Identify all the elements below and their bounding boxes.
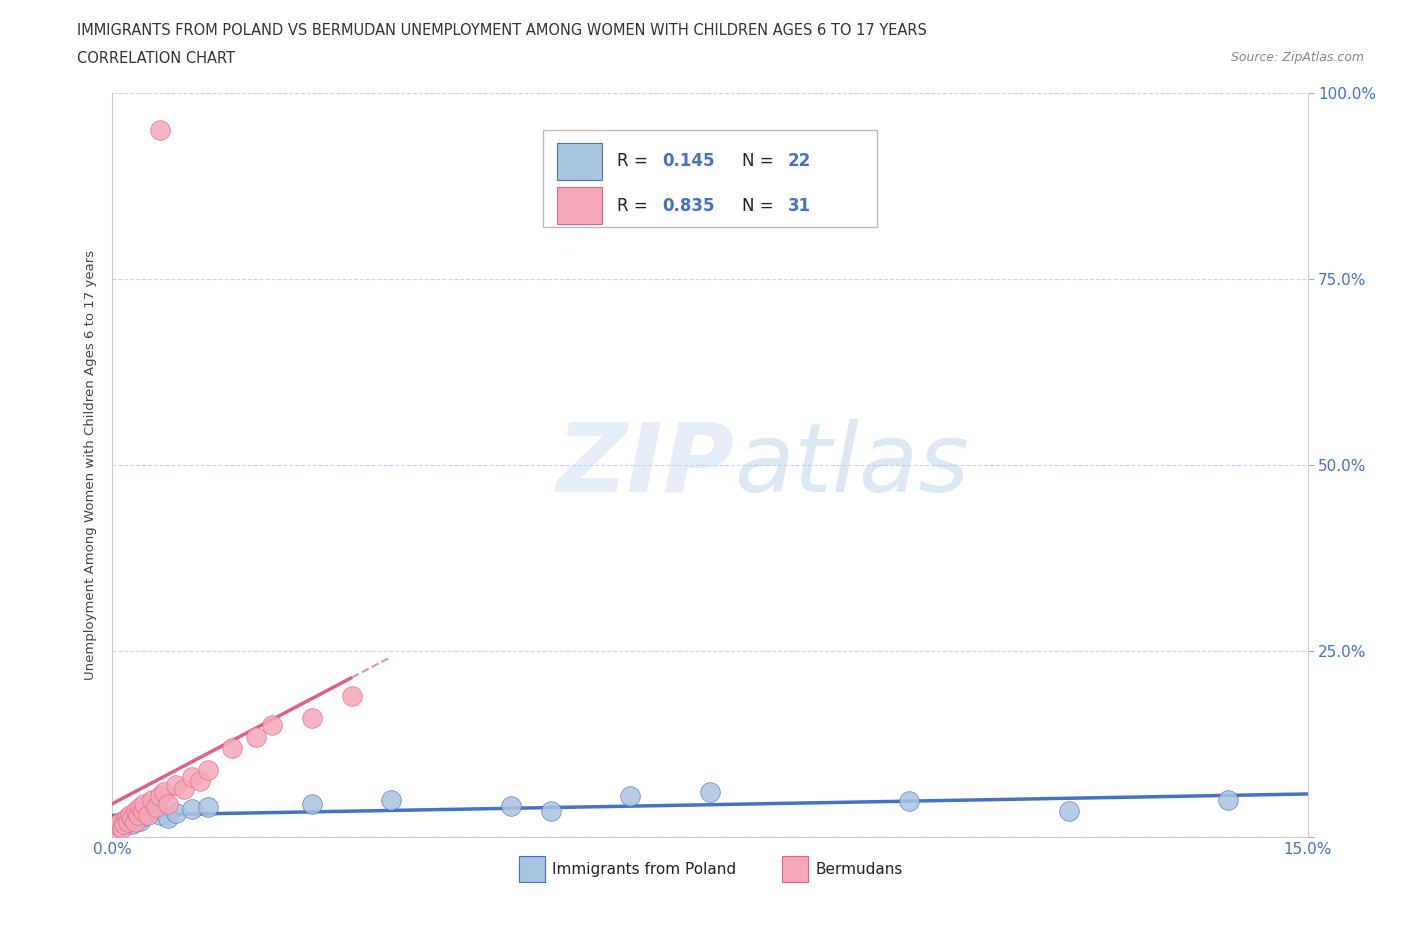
Point — [181, 770, 204, 785]
Point — [111, 820, 134, 835]
Point — [619, 789, 641, 804]
Point — [105, 822, 128, 837]
Point — [134, 809, 156, 824]
Point — [380, 792, 402, 807]
Point — [141, 792, 163, 807]
Point — [301, 711, 323, 725]
Point — [141, 804, 163, 818]
Text: 0.145: 0.145 — [662, 153, 714, 170]
Bar — [782, 856, 808, 882]
Point — [145, 800, 167, 815]
Point — [301, 796, 323, 811]
Point — [132, 804, 155, 818]
Point — [165, 805, 187, 820]
Point — [260, 718, 283, 733]
Point — [149, 807, 172, 822]
Point — [188, 774, 211, 789]
Point — [149, 123, 172, 138]
Point — [117, 811, 139, 826]
Point — [245, 729, 267, 744]
Point — [121, 817, 143, 831]
Point — [125, 807, 148, 822]
Point — [197, 800, 219, 815]
Point — [898, 794, 921, 809]
Point — [115, 811, 138, 826]
Point — [197, 763, 219, 777]
Bar — [557, 187, 603, 224]
Point — [129, 813, 152, 828]
Text: 31: 31 — [787, 196, 811, 215]
Point — [153, 785, 176, 800]
Point — [118, 807, 141, 822]
Bar — [519, 856, 546, 882]
Point — [108, 818, 131, 833]
Point — [125, 804, 148, 818]
Point — [173, 781, 195, 796]
Point — [117, 815, 139, 830]
Text: R =: R = — [617, 196, 652, 215]
Point — [499, 798, 522, 813]
Point — [1216, 792, 1239, 807]
Point — [165, 777, 187, 792]
Point — [114, 817, 135, 831]
Text: 22: 22 — [787, 153, 811, 170]
Point — [157, 796, 180, 811]
Text: N =: N = — [742, 153, 779, 170]
Text: atlas: atlas — [734, 418, 969, 512]
Point — [699, 785, 721, 800]
Text: IMMIGRANTS FROM POLAND VS BERMUDAN UNEMPLOYMENT AMONG WOMEN WITH CHILDREN AGES 6: IMMIGRANTS FROM POLAND VS BERMUDAN UNEMP… — [77, 23, 927, 38]
Text: R =: R = — [617, 153, 652, 170]
Point — [124, 815, 146, 830]
Text: ZIP: ZIP — [555, 418, 734, 512]
Text: CORRELATION CHART: CORRELATION CHART — [77, 51, 235, 66]
Bar — [557, 142, 603, 179]
Point — [134, 796, 156, 811]
Text: N =: N = — [742, 196, 779, 215]
Point — [1057, 804, 1080, 818]
FancyBboxPatch shape — [543, 130, 877, 227]
Point — [340, 688, 363, 703]
Point — [110, 815, 132, 830]
Text: Bermudans: Bermudans — [815, 862, 903, 877]
Point — [157, 811, 180, 826]
Point — [114, 815, 135, 830]
Point — [127, 807, 149, 822]
Point — [121, 811, 143, 826]
Text: Source: ZipAtlas.com: Source: ZipAtlas.com — [1230, 51, 1364, 64]
Text: Immigrants from Poland: Immigrants from Poland — [553, 862, 737, 877]
Point — [540, 804, 562, 818]
Text: 0.835: 0.835 — [662, 196, 714, 215]
Point — [149, 789, 172, 804]
Y-axis label: Unemployment Among Women with Children Ages 6 to 17 years: Unemployment Among Women with Children A… — [83, 250, 97, 680]
Point — [138, 807, 160, 822]
Point — [129, 800, 152, 815]
Point — [110, 818, 132, 833]
Point — [221, 740, 243, 755]
Point — [181, 802, 204, 817]
